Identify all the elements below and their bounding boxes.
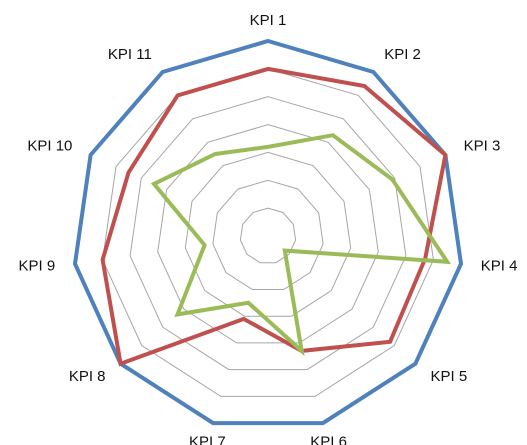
category-label: KPI 8	[69, 368, 106, 385]
series-line-2	[100, 66, 448, 367]
grid-ring	[74, 40, 462, 424]
category-labels: KPI 1 KPI 2 KPI 3 KPI 4 KPI 5 KPI 6 KPI 7 KPI 8…	[19, 12, 518, 445]
grid-ring	[157, 124, 379, 344]
category-label: KPI 11	[108, 46, 152, 63]
grid-ring	[212, 179, 324, 290]
series-line-3	[150, 133, 452, 357]
category-label: KPI 3	[464, 138, 501, 155]
category-label: KPI 2	[384, 46, 421, 63]
grid-ring	[102, 68, 434, 397]
grid-ring	[129, 96, 407, 371]
category-label: KPI 5	[431, 368, 468, 385]
category-label: KPI 10	[27, 138, 72, 155]
series-layer	[72, 38, 464, 426]
category-label: KPI 7	[189, 433, 226, 445]
category-label: KPI 6	[310, 433, 347, 445]
category-label: KPI 9	[19, 258, 56, 275]
series-line-1	[72, 38, 464, 426]
category-label: KPI 4	[481, 258, 518, 275]
grid-ring	[239, 207, 297, 264]
radial-grid	[74, 40, 462, 424]
category-label: KPI 1	[250, 12, 287, 29]
grid-ring	[184, 151, 352, 317]
